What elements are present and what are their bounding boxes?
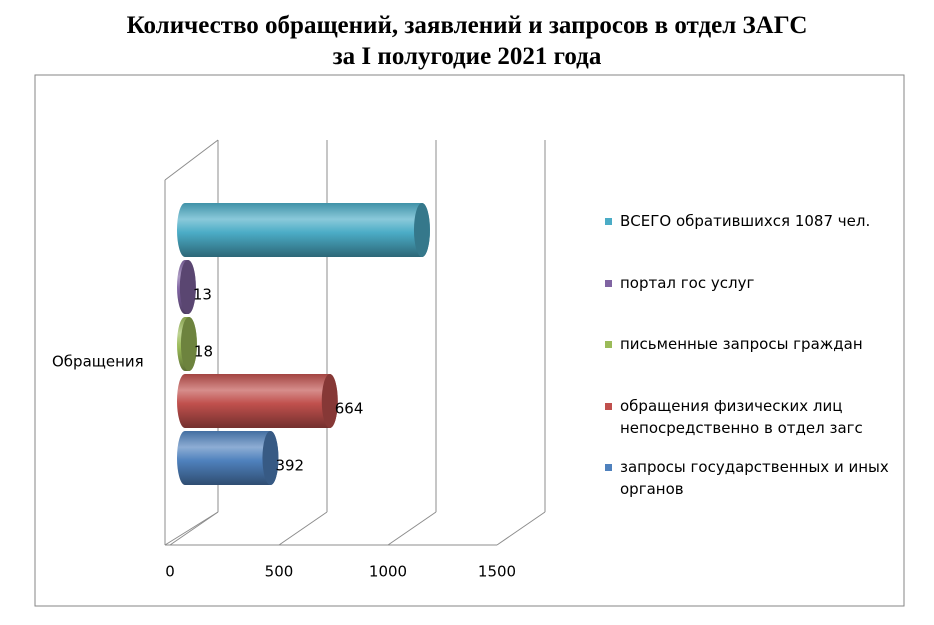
data-label: 13: [193, 286, 212, 304]
legend-label: ВСЕГО обратившихся 1087 чел.: [620, 212, 871, 230]
bar: [177, 431, 279, 485]
data-label: 664: [335, 400, 364, 418]
legend-item: запросы государственных и иных органов: [605, 456, 900, 500]
x-tick-label: 0: [165, 563, 175, 581]
bar-cap: [321, 374, 338, 428]
legend-item: обращения физических лиц непосредственно…: [605, 395, 900, 439]
axis-line: [164, 139, 219, 181]
grid-line-depth: [387, 511, 437, 546]
legend-marker: [605, 402, 612, 410]
data-label: 392: [275, 457, 304, 475]
x-tick-label: 1500: [478, 563, 516, 581]
legend-item: ВСЕГО обратившихся 1087 чел.: [605, 210, 900, 232]
legend-item: портал гос услуг: [605, 272, 900, 294]
bar-cap: [180, 317, 197, 371]
legend-marker: [605, 218, 612, 225]
category-label: Обращения: [52, 353, 144, 371]
legend-marker: [605, 341, 612, 348]
grid-line-depth: [496, 511, 546, 546]
bar-cap: [179, 260, 196, 314]
bar: [177, 203, 430, 257]
chart-border: [34, 74, 905, 607]
x-tick-label: 1000: [369, 563, 407, 581]
bar-cap: [262, 431, 279, 485]
legend-item: письменные запросы граждан: [605, 333, 900, 355]
chart-title: Количество обращений, заявлений и запрос…: [126, 12, 808, 70]
legend-label: портал гос услуг: [620, 273, 755, 292]
legend-marker: [605, 279, 612, 287]
bar: [177, 374, 338, 428]
bar-cap: [413, 203, 430, 257]
legend-label: обращения физических лиц непосредственно…: [620, 396, 863, 437]
data-label: 18: [194, 343, 213, 361]
grid-line-depth: [169, 511, 219, 546]
legend-label: запросы государственных и иных органов: [620, 458, 889, 498]
legend-marker: [605, 464, 612, 471]
grid-line-depth: [278, 511, 328, 546]
x-tick-label: 500: [265, 563, 294, 581]
legend-label: письменные запросы граждан: [620, 335, 863, 353]
